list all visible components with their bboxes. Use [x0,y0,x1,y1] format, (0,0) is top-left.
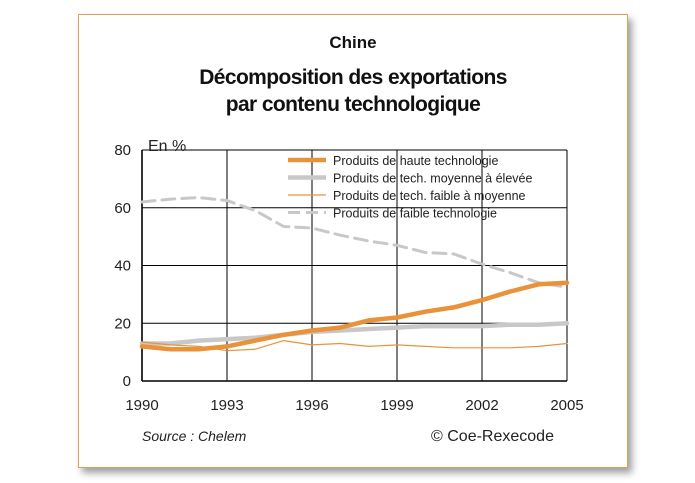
legend-label: Produits de haute technologie [333,154,498,168]
y-tick-label: 40 [114,258,131,275]
series-lines [139,196,570,352]
legend-label: Produits de tech. moyenne à élevée [333,172,532,186]
x-tick-label: 2002 [465,397,498,414]
legend-label: Produits de tech. faible à moyenne [333,189,526,203]
chart-title-line1: Décomposition des exportations [199,66,507,89]
line-chart: 0 20 40 60 80 1990 1993 1996 1999 2002 2005 En % Pr… [114,138,583,414]
series-line-1 [139,321,570,346]
x-tick-label: 1996 [295,397,328,414]
y-tick-label: 60 [114,200,131,217]
axes: 0 20 40 60 80 1990 1993 1996 1999 2002 2005 En % [114,138,583,414]
y-tick-label: 80 [114,142,131,159]
copyright-note: © Coe-Rexecode [431,428,554,445]
x-tick-label: 1993 [210,397,243,414]
chart-card: Chine Décomposition des exportations par… [78,14,628,468]
chart-title-line2: par contenu technologique [225,93,481,116]
series-line-0 [139,280,570,352]
legend: Produits de haute technologie Produits de… [288,154,532,221]
region-label: Chine [329,33,377,52]
y-axis-label: En % [148,138,186,155]
x-tick-label: 1999 [380,397,413,414]
x-tick-label: 2005 [550,397,583,414]
x-tick-label: 1990 [125,397,158,414]
series-line-3 [140,196,569,289]
legend-label: Produits de faible technologie [333,207,497,221]
y-tick-label: 0 [123,373,131,390]
y-tick-label: 20 [114,315,131,332]
source-note: Source : Chelem [142,428,247,444]
